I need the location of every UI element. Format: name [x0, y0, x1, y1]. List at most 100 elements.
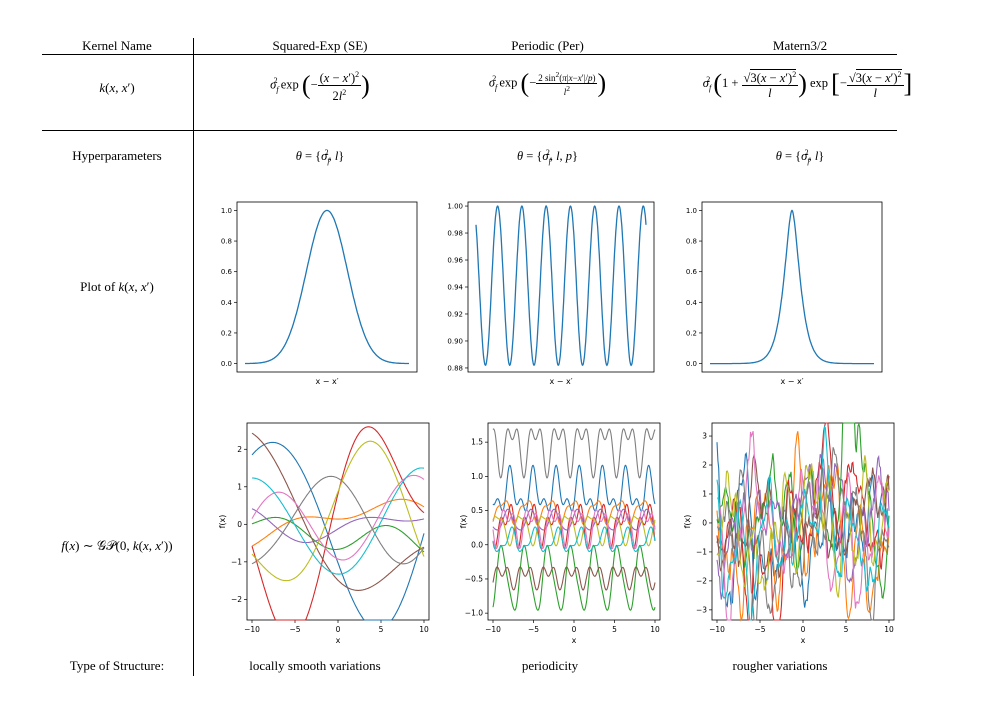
y-tick-label: 0.92 — [447, 310, 463, 318]
hyper-per: θ = {σf2, l, p} — [516, 148, 579, 166]
structure-matern: rougher variations — [732, 658, 828, 673]
sample-line-3 — [251, 516, 425, 553]
x-tick-label: −10 — [709, 625, 725, 634]
x-tick-label: 5 — [612, 625, 617, 634]
kernel-line — [475, 204, 647, 367]
y-tick-label: 0.90 — [447, 337, 463, 345]
y-tick-label: 0.0 — [471, 540, 483, 549]
sample-line-5 — [251, 508, 425, 544]
sample-line-5 — [492, 508, 656, 531]
y-tick-label: 0 — [702, 518, 707, 527]
y-tick-label: 0.0 — [686, 360, 697, 368]
sample-line-4 — [251, 426, 425, 621]
sample-line-9 — [716, 455, 890, 598]
structure-se: locally smooth variations — [249, 658, 381, 673]
y-tick-label: −2 — [696, 576, 707, 585]
x-tick-label: 10 — [650, 625, 660, 634]
sample-line-10 — [716, 425, 890, 621]
top-rule — [42, 54, 897, 55]
y-tick-label: 0.94 — [447, 284, 463, 292]
header-kernel-name: Kernel Name — [82, 38, 152, 53]
x-tick-label: 5 — [844, 625, 849, 634]
y-tick-label: 1.00 — [447, 203, 463, 211]
y-tick-label: 1.0 — [686, 207, 697, 215]
y-tick-label: 3 — [702, 432, 707, 441]
x-axis-label: x — [336, 636, 341, 645]
sample-line-6 — [251, 432, 425, 591]
sample-line-4 — [492, 503, 656, 550]
row-label-samples: f(x) ∼ 𝒢𝒫(0, k(x, x′)) — [61, 538, 173, 553]
sample-line-4 — [716, 422, 890, 621]
sample-line-1 — [251, 441, 425, 621]
sample-line-2 — [492, 500, 656, 526]
plot-frame — [236, 201, 418, 373]
x-tick-label: 5 — [379, 625, 384, 634]
x-tick-label: 0 — [801, 625, 806, 634]
kernel-line — [710, 209, 874, 365]
x-tick-label: 0 — [572, 625, 577, 634]
y-tick-label: 0.8 — [686, 238, 697, 246]
y-tick-label: 0.6 — [221, 268, 233, 276]
x-axis-label: x — [801, 636, 806, 645]
hyper-se: θ = {σf2, l} — [295, 148, 345, 166]
formula-se: σf2 exp (− (x − x′)2 2l2) — [270, 70, 370, 104]
y-tick-label: 0.4 — [221, 299, 233, 307]
y-tick-label: 0.8 — [221, 238, 232, 246]
y-axis-label: f(x) — [459, 515, 468, 529]
y-tick-label: −1 — [231, 557, 242, 566]
y-tick-label: 0.5 — [471, 506, 483, 515]
sample-line-1 — [492, 464, 656, 512]
y-tick-label: 2 — [702, 461, 707, 470]
formula-matern: σf2 (1 + √3(x − x′)2 l) exp [− √3(x − x′)2… — [702, 69, 913, 101]
y-tick-label: 0.2 — [686, 329, 697, 337]
y-tick-label: 0.96 — [447, 257, 463, 265]
sample-line-6 — [492, 566, 656, 591]
plot-frame — [246, 422, 430, 621]
sample-line-7 — [716, 430, 890, 621]
x-axis-label: x — [572, 636, 577, 645]
y-axis-label: f(x) — [218, 515, 227, 529]
header-per: Periodic (Per) — [511, 38, 584, 53]
row-label-hyper: Hyperparameters — [72, 148, 162, 163]
x-tick-label: −10 — [244, 625, 260, 634]
plot-frame — [701, 201, 883, 373]
y-tick-label: −1 — [696, 547, 707, 556]
y-axis-label: f(x) — [683, 515, 692, 529]
sample-line-6 — [716, 453, 890, 579]
y-tick-label: −0.5 — [465, 574, 483, 583]
x-tick-label: 10 — [419, 625, 429, 634]
y-tick-label: −1.0 — [465, 609, 483, 618]
y-tick-label: 0.2 — [221, 329, 232, 337]
y-tick-label: 1 — [237, 482, 242, 491]
se-kernel-chart: 0.0 0.2 0.4 0.6 0.8 1.0 x − x′ — [221, 201, 418, 386]
structure-per: periodicity — [521, 658, 579, 673]
y-tick-label: 0.6 — [686, 268, 698, 276]
x-tick-label: −5 — [528, 625, 539, 634]
y-tick-label: 1.0 — [221, 207, 232, 215]
sample-line-2 — [251, 498, 425, 547]
y-tick-label: 0.88 — [447, 364, 463, 372]
matern-kernel-chart: 0.0 0.2 0.4 0.6 0.8 1.0 x − x′ — [686, 201, 883, 386]
x-axis-label: x − x′ — [315, 377, 338, 386]
y-tick-label: 0 — [237, 520, 242, 529]
x-tick-label: 0 — [336, 625, 341, 634]
x-tick-label: 10 — [884, 625, 894, 634]
sample-line-7 — [251, 474, 425, 561]
y-tick-label: 0.0 — [221, 360, 232, 368]
y-tick-label: 1 — [702, 489, 707, 498]
y-tick-label: 1.5 — [471, 438, 483, 447]
formula-per: σf2 exp (− 2 sin2(π|x−x′|/p) l2) — [488, 68, 607, 98]
row-label-plot: Plot of k(x, x′) — [80, 279, 154, 294]
mid-rule — [42, 130, 897, 131]
sample-line-10 — [252, 467, 425, 575]
row-label-structure: Type of Structure: — [69, 658, 165, 673]
x-tick-label: −10 — [485, 625, 501, 634]
vertical-rule — [193, 38, 194, 676]
sample-line-7 — [492, 508, 656, 550]
sample-line-8 — [251, 475, 425, 565]
sample-line-10 — [492, 526, 656, 553]
y-tick-label: 1.0 — [471, 472, 483, 481]
per-kernel-chart: 0.88 0.90 0.92 0.94 0.96 0.98 1.00 x − x′ — [447, 201, 655, 386]
